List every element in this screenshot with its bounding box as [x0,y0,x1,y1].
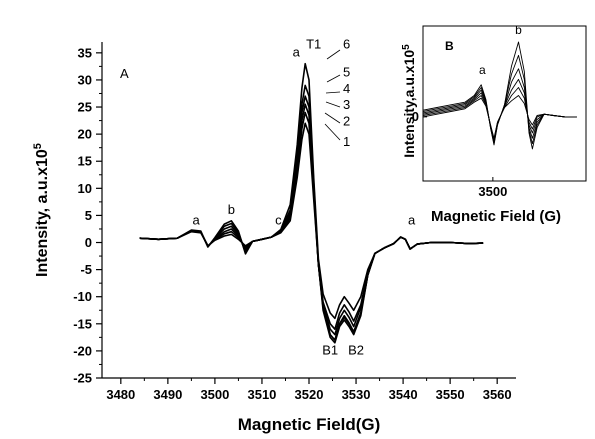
annotation-T1: T1 [306,37,321,52]
inset-series-group [422,41,577,150]
annotation-a: a [192,213,200,228]
inset-series-line-4 [422,68,577,143]
series-line-6 [139,62,484,320]
y-tick-label: -25 [73,371,92,386]
annotation-b: b [228,202,235,217]
y-tick-label: 10 [78,181,92,196]
leader-line-6 [326,49,341,60]
y-tick-label: 35 [78,45,92,60]
x-tick-label: 3520 [295,387,324,402]
annotation-a: a [293,45,301,60]
y-tick-label: 0 [85,235,92,250]
annotation-4: 4 [343,81,350,96]
main-ticks: 3480 3490 3500 3510 3520 3530 3540 3550 3560-25-… [73,45,511,402]
leader-line-3 [325,101,341,108]
inset-annotations: ab [479,23,522,77]
y-tick-label: -20 [73,343,92,358]
main-panel: 3480 3490 3500 3510 3520 3530 3540 3550 3560-25-… [32,37,516,434]
main-x-axis-title: Magnetic Field(G) [238,415,381,434]
leader-line-4 [325,91,341,94]
inset-x-axis-title: Magnetic Field (G) [431,208,561,225]
annotation-2: 2 [343,113,350,128]
inset-y-tick-label: 0 [412,109,419,124]
x-tick-label: 3530 [342,387,371,402]
annotation-B1: B1 [322,343,338,358]
inset-annotation-a: a [479,63,486,77]
y-tick-label: -5 [80,262,92,277]
x-tick-label: 3480 [106,387,135,402]
inset-series-line-2 [422,87,577,141]
x-tick-label: 3490 [153,387,182,402]
y-tick-label: 25 [78,100,92,115]
inset-y-axis-title: Intensity,a.u.x105 [401,44,417,158]
leader-line-1 [324,123,341,141]
panel-label-a: A [120,66,129,81]
annotation-a: a [408,213,416,228]
x-tick-label: 3510 [247,387,276,402]
inset-x-tick-label: 3500 [478,184,507,199]
annotation-5: 5 [343,65,350,80]
x-tick-label: 3550 [436,387,465,402]
y-tick-label: -15 [73,316,92,331]
annotation-c: c [275,213,282,228]
y-tick-label: 5 [85,208,92,223]
leader-line-5 [326,74,341,83]
main-series-group [139,62,484,344]
y-tick-label: 15 [78,154,92,169]
inset-annotation-b: b [515,23,522,37]
inset-series-line-6 [422,41,577,150]
x-tick-label: 3540 [389,387,418,402]
x-tick-label: 3560 [483,387,512,402]
main-y-axis-title: Intensity, a.u.x105 [32,143,51,277]
y-tick-label: 30 [78,72,92,87]
annotation-B2: B2 [348,343,364,358]
x-tick-label: 3500 [200,387,229,402]
leader-line-2 [324,112,341,124]
annotation-6: 6 [343,37,350,52]
annotation-3: 3 [343,97,350,112]
y-tick-label: -10 [73,289,92,304]
annotation-1: 1 [343,134,350,149]
panel-label-b: B [445,39,454,53]
y-tick-label: 20 [78,127,92,142]
